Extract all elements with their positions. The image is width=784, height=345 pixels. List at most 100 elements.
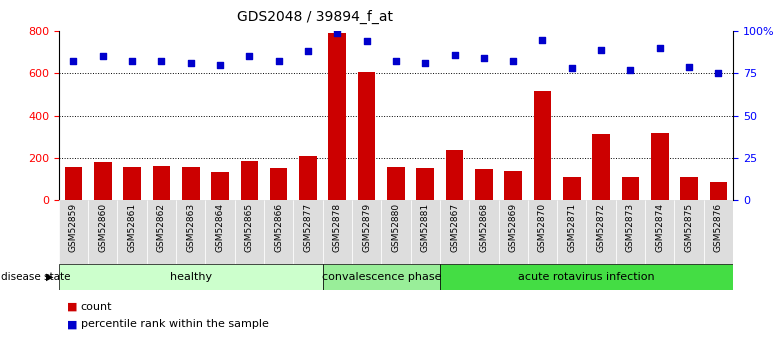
Point: [125, 59, 138, 64]
Bar: [593, 134, 610, 200]
Text: GSM52876: GSM52876: [714, 203, 723, 253]
Text: ■: ■: [67, 319, 77, 329]
Text: GSM52860: GSM52860: [98, 203, 107, 253]
Bar: [504, 170, 522, 200]
Bar: [440, 200, 469, 264]
Bar: [352, 200, 381, 264]
Point: [272, 59, 285, 64]
Text: GSM52864: GSM52864: [216, 203, 224, 252]
Bar: [299, 156, 317, 200]
Point: [624, 67, 637, 73]
Bar: [94, 162, 111, 200]
Text: GSM52866: GSM52866: [274, 203, 283, 253]
Bar: [704, 200, 733, 264]
Text: ■: ■: [67, 302, 77, 312]
Bar: [387, 167, 405, 200]
Bar: [264, 200, 293, 264]
Bar: [615, 200, 645, 264]
Point: [331, 30, 343, 36]
Bar: [557, 200, 586, 264]
Bar: [323, 264, 440, 290]
Point: [477, 55, 490, 61]
Text: count: count: [81, 302, 112, 312]
Bar: [328, 33, 346, 200]
Text: GSM52873: GSM52873: [626, 203, 635, 253]
Point: [712, 71, 724, 76]
Point: [184, 60, 197, 66]
Bar: [358, 72, 376, 200]
Text: convalescence phase: convalescence phase: [321, 272, 441, 282]
Point: [96, 54, 109, 59]
Bar: [88, 200, 118, 264]
Text: GSM52871: GSM52871: [568, 203, 576, 253]
Bar: [622, 177, 639, 200]
Bar: [59, 264, 323, 290]
Text: GSM52879: GSM52879: [362, 203, 371, 253]
Text: GSM52870: GSM52870: [538, 203, 547, 253]
Text: GSM52875: GSM52875: [684, 203, 694, 253]
Bar: [469, 200, 499, 264]
Text: GSM52868: GSM52868: [479, 203, 488, 253]
Bar: [182, 167, 199, 200]
Point: [214, 62, 227, 68]
Point: [419, 60, 431, 66]
Point: [243, 54, 256, 59]
Text: GSM52863: GSM52863: [187, 203, 195, 253]
Bar: [411, 200, 440, 264]
Bar: [674, 200, 704, 264]
Point: [507, 59, 520, 64]
Text: GSM52862: GSM52862: [157, 203, 166, 252]
Text: acute rotavirus infection: acute rotavirus infection: [518, 272, 655, 282]
Bar: [534, 91, 551, 200]
Bar: [563, 177, 581, 200]
Point: [390, 59, 402, 64]
Point: [67, 59, 80, 64]
Bar: [499, 200, 528, 264]
Text: healthy: healthy: [169, 272, 212, 282]
Bar: [446, 150, 463, 200]
Bar: [710, 181, 728, 200]
Bar: [64, 167, 82, 200]
Bar: [645, 200, 674, 264]
Bar: [205, 200, 234, 264]
Point: [565, 66, 578, 71]
Point: [302, 49, 314, 54]
Bar: [293, 200, 323, 264]
Point: [155, 59, 168, 64]
Bar: [475, 169, 492, 200]
Text: GSM52874: GSM52874: [655, 203, 664, 252]
Bar: [176, 200, 205, 264]
Point: [448, 52, 461, 58]
Text: GSM52861: GSM52861: [128, 203, 136, 253]
Text: disease state: disease state: [1, 272, 71, 282]
Bar: [381, 200, 411, 264]
Text: ▶: ▶: [45, 272, 53, 282]
Point: [595, 47, 608, 52]
Bar: [323, 200, 352, 264]
Text: GSM52878: GSM52878: [332, 203, 342, 253]
Bar: [528, 200, 557, 264]
Bar: [586, 200, 615, 264]
Point: [361, 38, 373, 44]
Bar: [153, 166, 170, 200]
Text: GSM52880: GSM52880: [391, 203, 401, 253]
Bar: [234, 200, 264, 264]
Text: GDS2048 / 39894_f_at: GDS2048 / 39894_f_at: [237, 10, 393, 24]
Text: GSM52859: GSM52859: [69, 203, 78, 253]
Bar: [123, 167, 141, 200]
Text: GSM52872: GSM52872: [597, 203, 605, 252]
Bar: [651, 133, 669, 200]
Point: [536, 37, 549, 42]
Bar: [440, 264, 733, 290]
Text: GSM52867: GSM52867: [450, 203, 459, 253]
Text: percentile rank within the sample: percentile rank within the sample: [81, 319, 269, 329]
Text: GSM52881: GSM52881: [421, 203, 430, 253]
Bar: [241, 161, 258, 200]
Bar: [59, 200, 88, 264]
Bar: [270, 168, 288, 200]
Bar: [118, 200, 147, 264]
Text: GSM52865: GSM52865: [245, 203, 254, 253]
Text: GSM52869: GSM52869: [509, 203, 517, 253]
Point: [683, 64, 695, 69]
Point: [654, 45, 666, 51]
